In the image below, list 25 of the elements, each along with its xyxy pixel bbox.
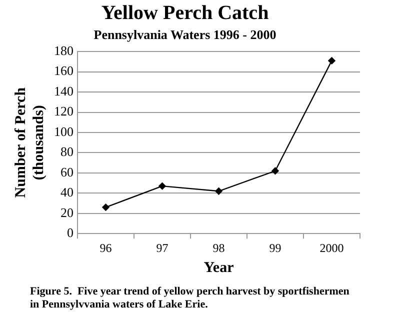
chart-subtitle: Pennsylvania Waters 1996 - 2000 — [94, 27, 276, 42]
y-axis-title: Number of Perch (thousands) — [12, 86, 47, 198]
y-tick-label: 160 — [54, 63, 74, 78]
caption: Figure 5. Five year trend of yellow perch harvest by sportfishermen in Pennsylvvania waters of Lake Erie. — [30, 285, 350, 310]
y-tick-label: 60 — [60, 164, 74, 180]
y-tick-label: 100 — [54, 124, 74, 139]
x-tick-label: 99 — [269, 240, 282, 255]
point — [102, 204, 110, 211]
x-tick-label: 2000 — [320, 240, 344, 255]
point — [158, 182, 166, 190]
y-tick-label: 140 — [54, 83, 74, 98]
point — [272, 167, 279, 175]
x-tick-label: 97 — [156, 240, 168, 255]
chart-title: Yellow Perch Catch — [101, 2, 269, 24]
point — [215, 188, 222, 195]
point — [328, 57, 336, 64]
y-tick-label: 40 — [60, 184, 74, 200]
y-tick-label: 80 — [60, 144, 74, 160]
y-tick-label: 20 — [60, 204, 74, 220]
y-tick-label: 180 — [54, 43, 74, 58]
y-tick-label: 0 — [67, 225, 74, 240]
x-tick-label: 96 — [100, 240, 112, 255]
x-tick-label: 98 — [212, 240, 225, 255]
y-tick-label: 120 — [54, 104, 74, 119]
x-axis-title: Year — [204, 260, 234, 276]
